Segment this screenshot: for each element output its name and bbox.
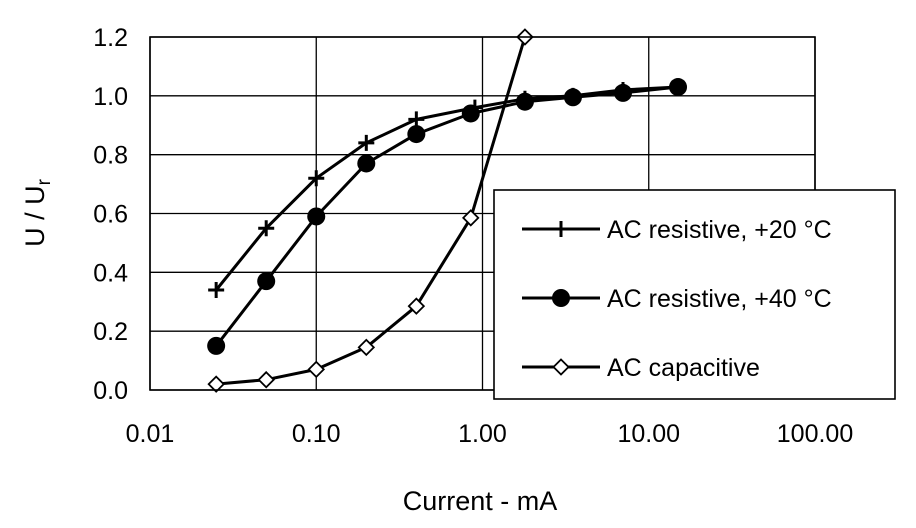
circle-marker [357, 154, 376, 173]
plus-marker [408, 111, 425, 128]
circle-marker [669, 78, 688, 97]
circle-marker [515, 92, 534, 111]
legend-label: AC resistive, +40 °C [607, 285, 832, 313]
x-tick-label: 0.01 [126, 420, 175, 448]
circle-marker [407, 125, 426, 144]
x-tick-label: 100.00 [777, 420, 853, 448]
diamond-marker [257, 370, 275, 389]
diamond-marker [357, 338, 376, 357]
series-2 [207, 78, 688, 355]
y-tick-label: 0.8 [93, 142, 128, 170]
y-axis-label: U / Ur [20, 178, 55, 247]
circle-marker [257, 272, 276, 291]
y-tick-label: 0.6 [93, 201, 128, 229]
circle-marker [307, 207, 326, 226]
x-tick-label: 10.00 [617, 420, 680, 448]
series-3 [207, 28, 534, 393]
diamond-marker [307, 360, 326, 379]
tick-labels: 0.0 0.2 0.4 0.6 0.8 1.0 1.2 0.01 0.10 1.00 10.00 10… [93, 24, 853, 448]
circle-marker [461, 104, 480, 123]
diamond-marker [207, 375, 225, 393]
plus-marker [358, 134, 375, 151]
series-line [215, 85, 679, 347]
circle-marker [563, 88, 582, 107]
plus-marker [553, 221, 569, 237]
x-tick-label: 1.00 [458, 420, 507, 448]
y-tick-label: 0.2 [93, 318, 128, 346]
diamond-marker [552, 358, 570, 376]
x-axis-label: Current - mA [403, 486, 558, 516]
plus-marker [258, 220, 275, 237]
circle-marker [552, 289, 570, 307]
y-tick-label: 1.2 [93, 24, 128, 52]
series-line [216, 36, 527, 386]
plus-marker [308, 170, 325, 187]
legend-item: AC resistive, +40 °C [522, 285, 832, 313]
legend-label: AC capacitive [607, 354, 760, 382]
y-tick-label: 0.0 [93, 377, 128, 405]
legend-label: AC resistive, +20 °C [607, 216, 832, 244]
y-axis-label-subscript: r [34, 178, 55, 185]
plus-marker [208, 281, 225, 298]
y-axis-label-main: U / U [20, 185, 50, 247]
diamond-marker [461, 209, 480, 227]
y-tick-label: 1.0 [93, 83, 128, 111]
series-layer [207, 28, 688, 393]
circle-marker [207, 336, 226, 355]
y-tick-label: 0.4 [93, 259, 128, 287]
x-tick-label: 0.10 [292, 420, 341, 448]
legend-item: AC resistive, +20 °C [522, 216, 832, 244]
diamond-marker [407, 297, 426, 315]
series-line [215, 85, 679, 291]
legend-item: AC capacitive [522, 354, 760, 382]
circle-marker [613, 83, 632, 102]
legend: AC resistive, +20 °C AC resistive, +40 °C… [493, 189, 896, 400]
